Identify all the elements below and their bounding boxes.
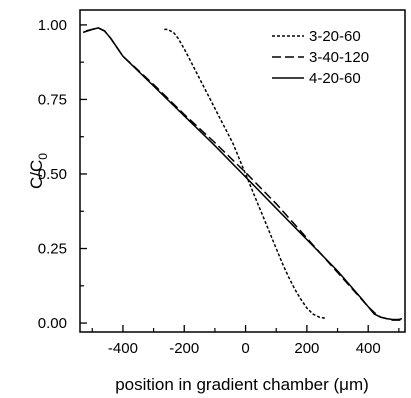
x-tick-label: -400 [108, 340, 138, 357]
x-tick-label: 0 [241, 340, 249, 357]
y-tick-label: 0.75 [38, 91, 67, 108]
y-axis-title: C/C0 [27, 153, 50, 189]
x-axis-title: position in gradient chamber (μm) [115, 375, 369, 394]
x-tick-label: 400 [356, 340, 381, 357]
y-axis: 0.00 0.25 0.50 0.75 1.00 [38, 17, 87, 332]
legend-label: 3-40-120 [309, 49, 369, 66]
y-axis-title-main: C/C [27, 160, 46, 189]
y-axis-title-subscript: 0 [36, 153, 50, 160]
y-tick-label: 0.50 [38, 166, 67, 183]
series-layer [82, 27, 403, 321]
plot-frame [79, 9, 406, 333]
x-tick-label: 200 [294, 340, 319, 357]
legend-label: 3-20-60 [309, 28, 361, 45]
x-axis: -400 -200 0 200 400 [91, 325, 400, 357]
series-line-4-20-60 [82, 27, 403, 321]
legend: 3-20-60 3-40-120 4-20-60 [272, 28, 369, 87]
y-tick-label: 0.00 [38, 315, 67, 332]
x-tick-label: -200 [169, 340, 199, 357]
series-line-3-20-60 [164, 28, 327, 319]
y-tick-label: 1.00 [38, 17, 67, 34]
legend-label: 4-20-60 [309, 70, 361, 87]
y-tick-label: 0.25 [38, 241, 67, 258]
